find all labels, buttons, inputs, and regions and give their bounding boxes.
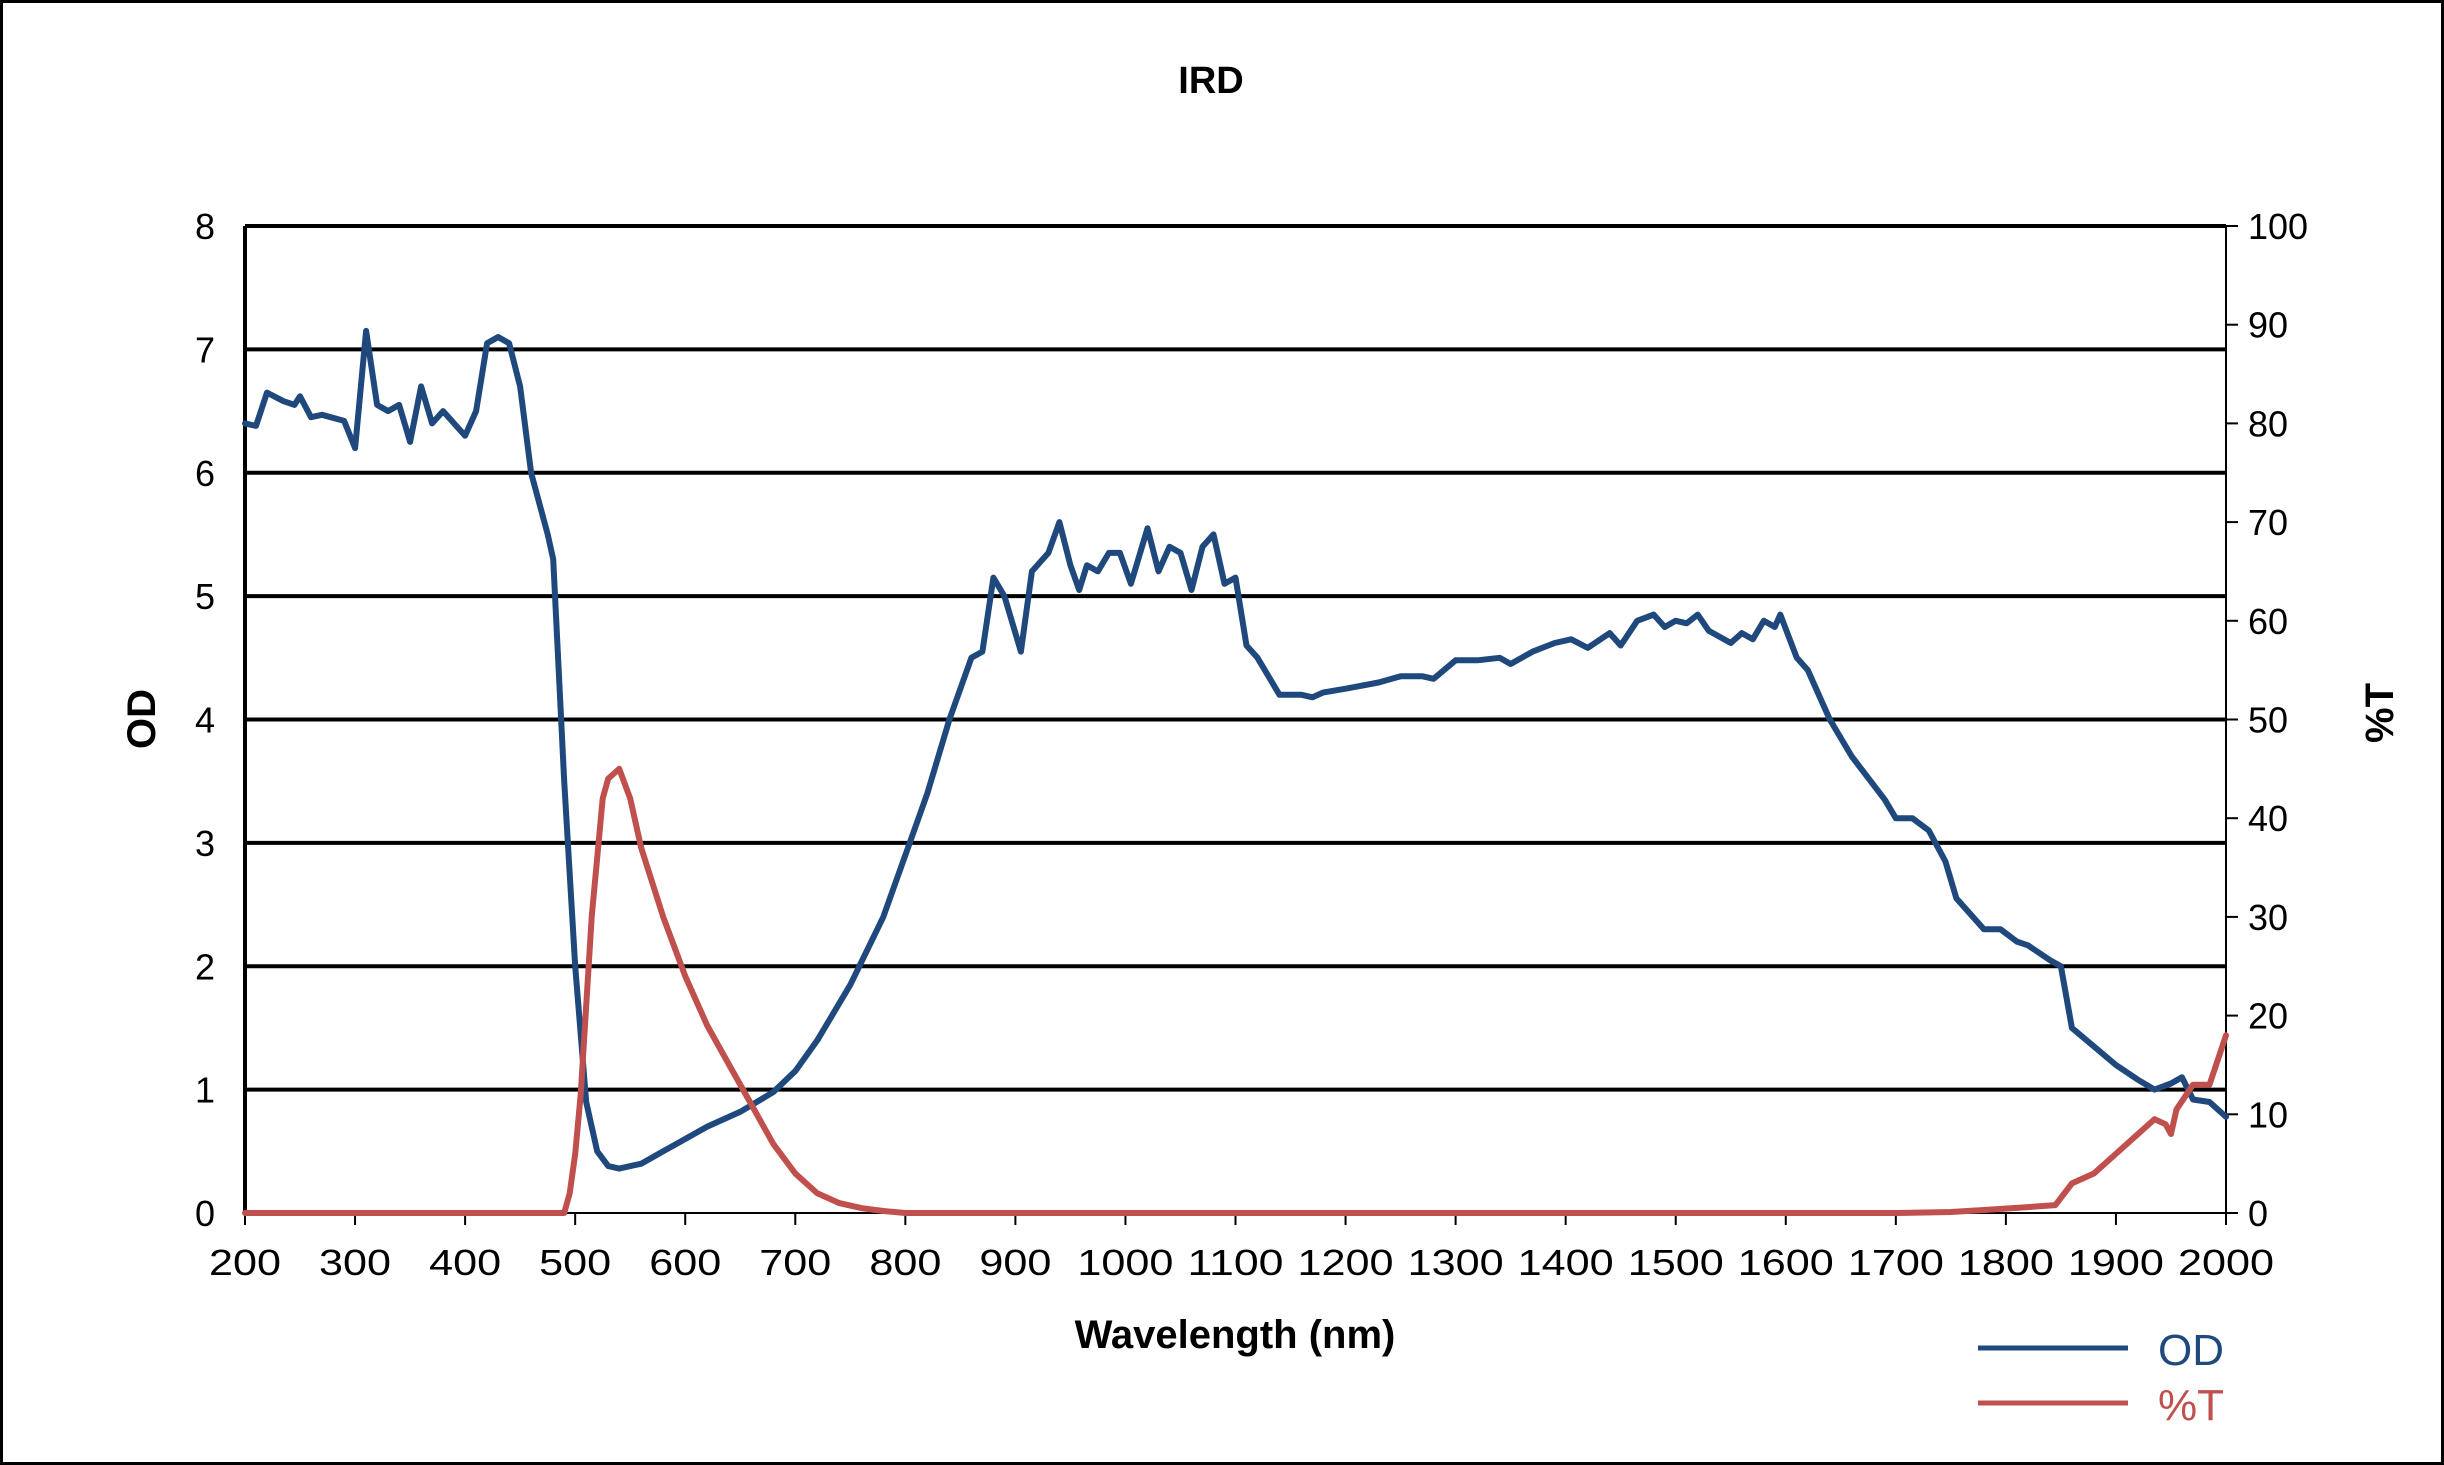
y2-tick-label: 0: [2248, 1193, 2268, 1234]
x-tick-label: 1100: [1188, 1242, 1284, 1283]
y-axis-title: OD: [120, 689, 164, 749]
x-tick-label: 200: [209, 1242, 281, 1283]
y2-tick-label: 80: [2248, 403, 2288, 444]
y2-tick-label: 10: [2248, 1094, 2288, 1135]
x-tick-label: 400: [429, 1242, 501, 1283]
x-tick-label: 1700: [1848, 1242, 1944, 1283]
y2-tick-label: 30: [2248, 897, 2288, 938]
y-tick-label: 2: [195, 946, 215, 987]
series-line-transmission: [242, 765, 2229, 1216]
series-line-od: [242, 327, 2229, 1172]
y2-tick-label: 90: [2248, 305, 2288, 346]
x-tick-label: 600: [649, 1242, 721, 1283]
x-tick-label: 2000: [2178, 1242, 2274, 1283]
y2-axis-title: %T: [2358, 683, 2402, 743]
y-tick-label: 6: [195, 453, 215, 494]
x-tick-label: 1600: [1738, 1242, 1834, 1283]
x-axis-title: Wavelength (nm): [1075, 1313, 1396, 1357]
legend: OD %T: [1978, 1326, 2224, 1430]
legend-label-t: %T: [2158, 1381, 2224, 1430]
y2-tick-label: 50: [2248, 700, 2288, 741]
x-tick-label: 300: [319, 1242, 391, 1283]
x-tick-label: 1800: [1958, 1242, 2054, 1283]
y-tick-label: 8: [195, 206, 215, 247]
x-tick-label: 1300: [1408, 1242, 1504, 1283]
legend-label-od: OD: [2158, 1326, 2224, 1375]
chart-title: IRD: [1178, 60, 1243, 102]
y2-tick-label: 60: [2248, 601, 2288, 642]
x-tick-label: 500: [539, 1242, 611, 1283]
x-tick-label: 1200: [1298, 1242, 1394, 1283]
x-tick-label: 900: [979, 1242, 1051, 1283]
y-tick-label: 3: [195, 823, 215, 864]
y2-tick-label: 20: [2248, 996, 2288, 1037]
y-tick-label: 1: [195, 1070, 215, 1111]
x-tick-label: 1900: [2068, 1242, 2164, 1283]
y-tick-label: 0: [195, 1193, 215, 1234]
y2-tick-label: 70: [2248, 502, 2288, 543]
x-tick-label: 700: [759, 1242, 831, 1283]
y-tick-label: 7: [195, 329, 215, 370]
y-tick-label: 5: [195, 576, 215, 617]
x-tick-label: 1400: [1518, 1242, 1614, 1283]
y-tick-label: 4: [195, 700, 215, 741]
x-tick-label: 800: [869, 1242, 941, 1283]
y2-tick-label: 100: [2248, 206, 2308, 247]
x-tick-label: 1500: [1628, 1242, 1724, 1283]
y2-tick-label: 40: [2248, 798, 2288, 839]
x-tick-label: 1000: [1077, 1242, 1173, 1283]
